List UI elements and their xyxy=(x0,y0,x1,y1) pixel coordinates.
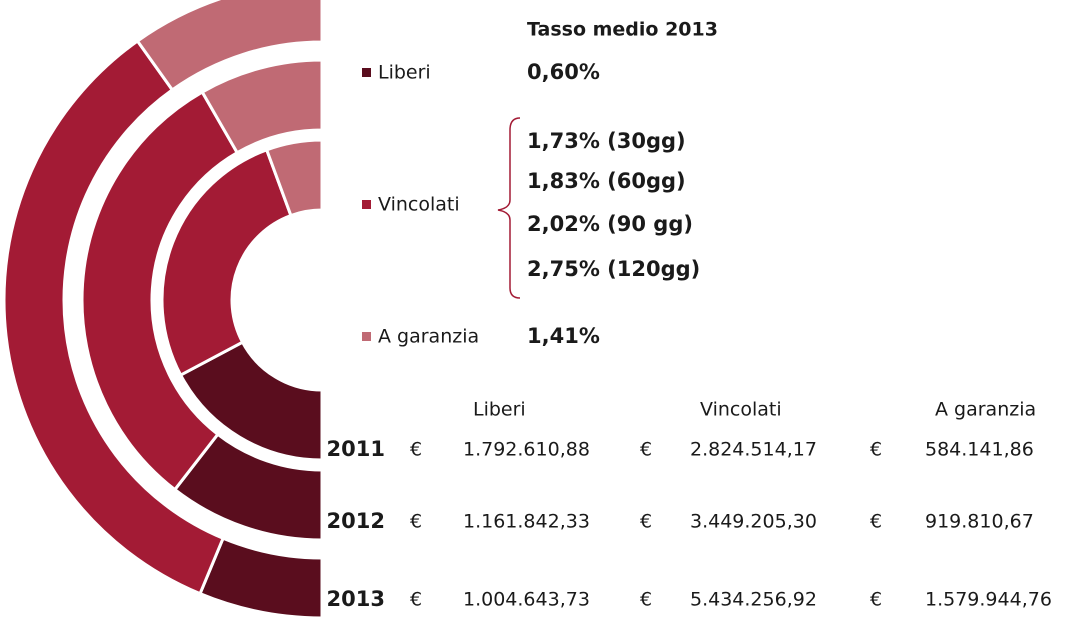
cell-value: 1.579.944,76 xyxy=(925,589,1052,611)
currency: € xyxy=(410,439,422,461)
rate-label: 0,60% xyxy=(527,60,600,84)
currency: € xyxy=(410,589,422,611)
cell-value: 584.141,86 xyxy=(925,439,1034,461)
legend-swatch xyxy=(362,200,371,209)
cell-value: 5.434.256,92 xyxy=(690,589,817,611)
rates-title: Tasso medio 2013 xyxy=(527,19,718,41)
currency: € xyxy=(640,589,652,611)
column-header: Vincolati xyxy=(700,399,782,421)
rate-label: 1,41% xyxy=(527,324,600,348)
currency: € xyxy=(640,511,652,533)
row-year: 2012 xyxy=(327,509,385,533)
rate-label: 2,75% (120gg) xyxy=(527,257,700,281)
legend-label: Liberi xyxy=(378,62,431,84)
cell-value: 2.824.514,17 xyxy=(690,439,817,461)
ring-segment xyxy=(80,89,240,492)
legend-swatch xyxy=(362,68,371,77)
bracket xyxy=(497,117,521,299)
cell-value: 1.161.842,33 xyxy=(463,511,590,533)
column-header: A garanzia xyxy=(935,399,1036,421)
ring-segment xyxy=(200,58,324,155)
legend-swatch xyxy=(362,332,371,341)
legend-label: Vincolati xyxy=(378,194,460,216)
currency: € xyxy=(870,511,882,533)
cell-value: 1.004.643,73 xyxy=(463,589,590,611)
currency: € xyxy=(410,511,422,533)
cell-value: 3.449.205,30 xyxy=(690,511,817,533)
row-year: 2013 xyxy=(327,587,385,611)
currency: € xyxy=(870,589,882,611)
legend-label: A garanzia xyxy=(378,326,479,348)
column-header: Liberi xyxy=(473,399,526,421)
row-year: 2011 xyxy=(327,437,385,461)
currency: € xyxy=(870,439,882,461)
rate-label: 1,83% (60gg) xyxy=(527,169,686,193)
cell-value: 1.792.610,88 xyxy=(463,439,590,461)
rate-label: 2,02% (90 gg) xyxy=(527,212,693,236)
currency: € xyxy=(640,439,652,461)
rate-label: 1,73% (30gg) xyxy=(527,129,686,153)
cell-value: 919.810,67 xyxy=(925,511,1034,533)
ring-segment xyxy=(160,147,293,378)
ring-segment xyxy=(264,138,324,218)
ring-segment xyxy=(135,0,324,92)
